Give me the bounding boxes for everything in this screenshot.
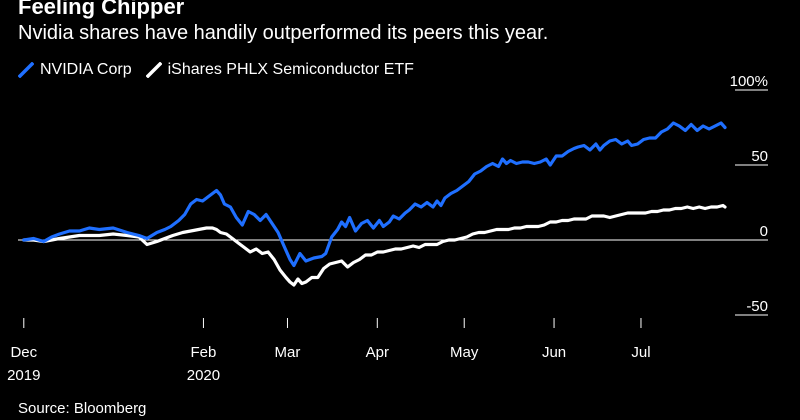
series-layer	[22, 121, 727, 287]
legend: NVIDIA Corp iShares PHLX Semiconductor E…	[18, 58, 428, 82]
x-axis: Dec 2019 Feb 2020 Mar Apr May Jun Jul	[7, 318, 651, 384]
x-tick-year-label: 2020	[187, 367, 220, 384]
x-tick-label: Jul	[631, 344, 650, 361]
chart-subtitle: Nvidia shares have handily outperformed …	[18, 22, 549, 44]
y-tick-label: -50	[746, 298, 768, 315]
legend-item-soxx: iShares PHLX Semiconductor ETF	[145, 61, 414, 79]
legend-swatch-nvidia-icon	[18, 62, 34, 78]
series-line-soxx	[22, 203, 727, 287]
x-tick-label: Feb	[191, 344, 217, 361]
y-axis: 100% 50 0 -50	[730, 73, 768, 316]
y-tick-label: 0	[760, 223, 768, 240]
legend-label-nvidia: NVIDIA Corp	[40, 61, 132, 78]
legend-swatch-soxx-icon	[145, 62, 162, 78]
x-tick-label: May	[450, 344, 479, 361]
series-line-nvidia	[22, 121, 727, 268]
chart-title: Feeling Chipper	[18, 0, 185, 19]
x-tick-label: Apr	[366, 344, 389, 361]
x-tick-year-label: 2019	[7, 367, 40, 384]
legend-label-soxx: iShares PHLX Semiconductor ETF	[167, 61, 414, 78]
x-tick-label: Mar	[275, 344, 301, 361]
y-tick-label: 100%	[730, 73, 768, 90]
x-tick-label: Jun	[542, 344, 566, 361]
legend-item-nvidia: NVIDIA Corp	[18, 61, 132, 79]
source-note: Source: Bloomberg	[18, 400, 147, 417]
x-tick-label: Dec	[10, 344, 37, 361]
y-tick-label: 50	[751, 148, 768, 165]
